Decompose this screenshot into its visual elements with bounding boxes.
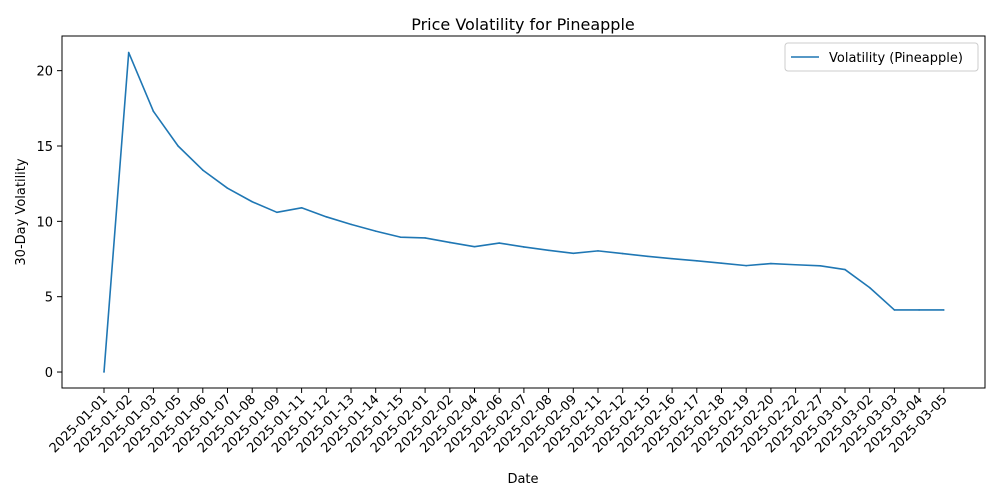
x-axis-label: Date (507, 472, 538, 487)
data-point (720, 262, 723, 265)
legend-label: Volatility (Pineapple) (829, 51, 963, 66)
data-point (325, 216, 328, 218)
y-tick-label: 10 (36, 215, 53, 230)
y-tick-label: 15 (36, 140, 53, 155)
data-point (943, 309, 945, 311)
data-point (350, 223, 352, 226)
data-point (844, 268, 846, 271)
series-layer (103, 51, 945, 373)
data-point (276, 211, 278, 214)
data-point (794, 263, 797, 266)
data-point (770, 262, 772, 265)
data-point (127, 51, 130, 54)
data-point (819, 264, 822, 267)
data-point (893, 309, 896, 311)
data-point (300, 206, 303, 209)
data-point (473, 245, 476, 248)
data-point (177, 145, 179, 147)
data-point (671, 257, 673, 260)
y-tick-label: 5 (45, 291, 53, 306)
data-point (424, 237, 426, 239)
plot-area-frame (61, 35, 986, 389)
x-axis: 2025-01-012025-01-022025-01-032025-01-05… (47, 388, 951, 456)
data-point (745, 264, 747, 267)
y-tick-label: 0 (45, 366, 53, 381)
y-axis: 0 5 10 15 20 (36, 65, 62, 381)
data-point (449, 241, 451, 244)
data-point (399, 236, 402, 238)
data-point (498, 242, 501, 244)
data-point (696, 260, 698, 262)
data-point (597, 250, 599, 252)
series-line (103, 51, 944, 373)
data-point (103, 371, 105, 373)
data-point (523, 246, 525, 248)
legend-box (784, 42, 979, 72)
data-point (374, 230, 377, 232)
data-point (572, 252, 575, 255)
data-point (251, 200, 253, 203)
data-point (202, 169, 204, 171)
y-axis-label: 30-Day Volatility (14, 158, 29, 265)
legend: Volatility (Pineapple) (784, 42, 979, 72)
chart-title: Price Volatility for Pineapple (411, 15, 635, 34)
data-point (226, 187, 229, 189)
data-point (868, 286, 871, 289)
y-tick-label: 20 (36, 65, 53, 80)
data-point (918, 309, 920, 311)
data-point (646, 255, 649, 258)
data-point (547, 249, 550, 252)
data-point (152, 110, 155, 113)
data-point (621, 252, 624, 255)
